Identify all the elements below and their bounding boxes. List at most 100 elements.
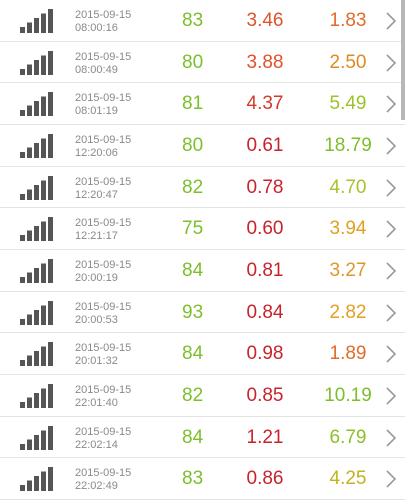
value-2: 0.81: [246, 259, 284, 281]
value-3: 1.83: [329, 10, 367, 31]
timestamp: 2015-09-15 22:02:14: [75, 426, 131, 452]
date: 2015-09-15: [75, 383, 132, 396]
signal-bars-icon: [20, 425, 54, 450]
signal-bars-icon: [20, 50, 54, 75]
value-3: 4.25: [329, 468, 367, 490]
value-1: 84: [182, 259, 204, 281]
date: 2015-09-15: [75, 175, 132, 188]
value-1: 82: [182, 176, 204, 198]
chevron-right-icon[interactable]: [385, 261, 397, 281]
chevron-right-icon[interactable]: [385, 53, 397, 73]
chevron-right-icon[interactable]: [385, 136, 397, 156]
signal-bars-icon: [20, 342, 54, 367]
timestamp: 2015-09-15 22:01:40: [75, 384, 131, 410]
signal-bars-icon: [20, 467, 54, 492]
chevron-right-icon[interactable]: [385, 386, 397, 406]
time: 12:20:06: [75, 146, 118, 159]
value-1: 80: [182, 134, 204, 156]
chevron-right-icon[interactable]: [385, 219, 397, 239]
value-2: 0.61: [246, 134, 284, 156]
value-1: 75: [182, 218, 204, 240]
value-2: 0.60: [246, 218, 284, 240]
time: 08:00:16: [75, 22, 118, 34]
list-item[interactable]: 2015-09-15 20:01:32 84 0.98 1.89: [0, 333, 405, 375]
value-3: 18.79: [324, 134, 372, 156]
value-2: 3.46: [246, 10, 284, 31]
date: 2015-09-15: [75, 258, 132, 271]
value-1: 84: [182, 426, 204, 448]
scrollbar[interactable]: [401, 0, 405, 120]
date: 2015-09-15: [75, 217, 132, 230]
timestamp: 2015-09-15 08:00:16: [75, 9, 131, 35]
value-2: 0.85: [246, 384, 284, 406]
chevron-right-icon[interactable]: [385, 178, 397, 198]
chevron-right-icon[interactable]: [385, 428, 397, 448]
timestamp: 2015-09-15 12:20:47: [75, 176, 131, 202]
list-item[interactable]: 2015-09-15 08:01:19 81 4.37 5.49: [0, 83, 405, 125]
date: 2015-09-15: [75, 92, 132, 105]
value-3: 2.50: [329, 51, 367, 73]
value-3: 3.27: [329, 259, 367, 281]
value-3: 1.89: [329, 343, 367, 365]
timestamp: 2015-09-15 08:01:19: [75, 92, 131, 118]
signal-bars-icon: [20, 92, 54, 117]
value-2: 0.84: [246, 301, 284, 323]
time: 08:01:19: [75, 105, 118, 118]
value-3: 6.79: [329, 426, 367, 448]
date: 2015-09-15: [75, 300, 132, 313]
list-item[interactable]: 2015-09-15 22:01:40 82 0.85 10.19: [0, 375, 405, 417]
date: 2015-09-15: [75, 9, 132, 21]
signal-bars-icon: [20, 258, 54, 283]
chevron-right-icon[interactable]: [385, 469, 397, 489]
value-1: 82: [182, 384, 204, 406]
time: 20:00:53: [75, 313, 118, 326]
value-3: 5.49: [329, 93, 367, 115]
signal-bars-icon: [20, 133, 54, 158]
signal-bars-icon: [20, 383, 54, 408]
chevron-right-icon[interactable]: [385, 344, 397, 364]
time: 22:02:14: [75, 438, 118, 451]
value-1: 80: [182, 51, 204, 73]
value-1: 93: [182, 301, 204, 323]
value-3: 2.82: [329, 301, 367, 323]
time: 12:21:17: [75, 230, 118, 243]
list-item[interactable]: 2015-09-15 12:21:17 75 0.60 3.94: [0, 208, 405, 250]
value-2: 0.98: [246, 343, 284, 365]
timestamp: 2015-09-15 20:00:19: [75, 259, 131, 285]
value-1: 81: [182, 93, 204, 115]
list-item[interactable]: 2015-09-15 20:00:53 93 0.84 2.82: [0, 292, 405, 334]
time: 08:00:49: [75, 63, 118, 76]
chevron-right-icon[interactable]: [385, 94, 397, 114]
timestamp: 2015-09-15 20:00:53: [75, 301, 131, 327]
list-item[interactable]: 2015-09-15 12:20:06 80 0.61 18.79: [0, 125, 405, 167]
timestamp: 2015-09-15 22:02:49: [75, 467, 131, 493]
list-item[interactable]: 2015-09-15 22:02:14 84 1.21 6.79: [0, 417, 405, 459]
chevron-right-icon[interactable]: [385, 11, 397, 31]
signal-bars-icon: [20, 9, 54, 33]
date: 2015-09-15: [75, 425, 132, 438]
list-item[interactable]: 2015-09-15 22:02:49 83 0.86 4.25: [0, 458, 405, 500]
timestamp: 2015-09-15 08:00:49: [75, 51, 131, 77]
time: 22:02:49: [75, 480, 118, 493]
list-item[interactable]: 2015-09-15 20:00:19 84 0.81 3.27: [0, 250, 405, 292]
value-1: 83: [182, 10, 204, 31]
date: 2015-09-15: [75, 50, 132, 63]
value-2: 0.86: [246, 468, 284, 490]
value-1: 84: [182, 343, 204, 365]
value-2: 3.88: [246, 51, 284, 73]
list-item[interactable]: 2015-09-15 12:20:47 82 0.78 4.70: [0, 167, 405, 209]
value-2: 1.21: [246, 426, 284, 448]
signal-bars-icon: [20, 175, 54, 200]
chevron-right-icon[interactable]: [385, 303, 397, 323]
timestamp: 2015-09-15 20:01:32: [75, 342, 131, 368]
value-2: 4.37: [246, 93, 284, 115]
value-2: 0.78: [246, 176, 284, 198]
list-item[interactable]: 2015-09-15 08:00:16 83 3.46 1.83: [0, 0, 405, 42]
time: 20:00:19: [75, 271, 118, 284]
time: 22:01:40: [75, 396, 118, 409]
time: 20:01:32: [75, 355, 118, 368]
list-item[interactable]: 2015-09-15 08:00:49 80 3.88 2.50: [0, 42, 405, 84]
date: 2015-09-15: [75, 467, 132, 480]
time: 12:20:47: [75, 188, 118, 201]
